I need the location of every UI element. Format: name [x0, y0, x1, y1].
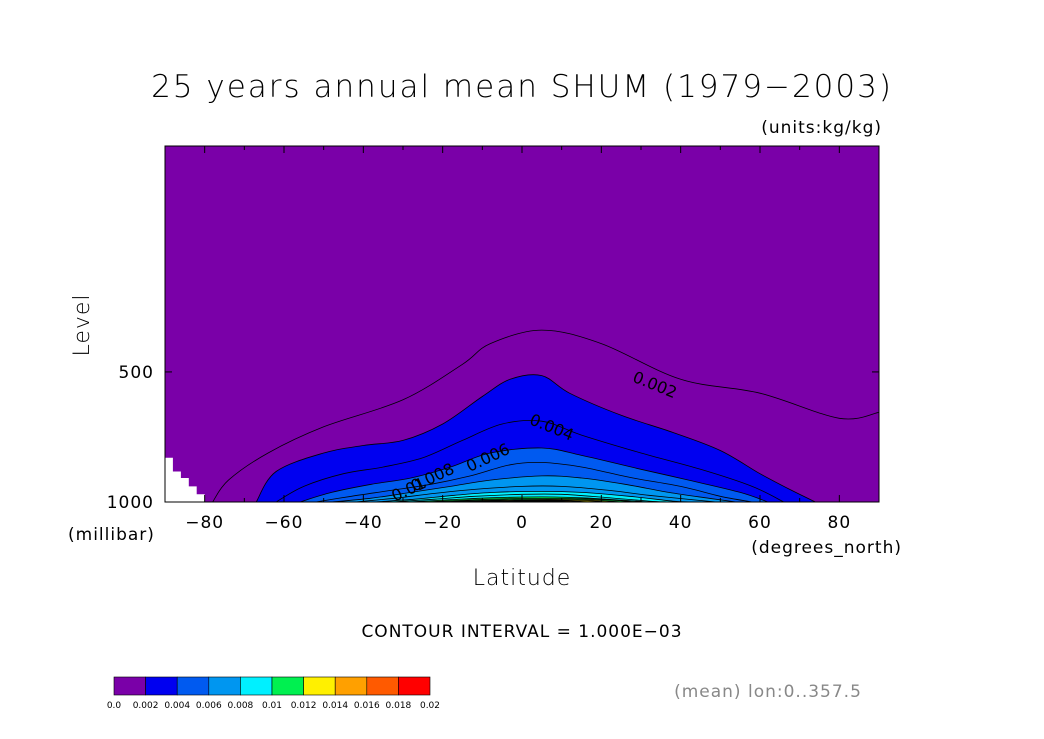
- x-unit-label: (degrees_north): [751, 538, 902, 558]
- colorbar-label: 0.018: [386, 701, 412, 711]
- colorbar-label: 0.002: [133, 701, 159, 711]
- colorbar-swatch: [271, 676, 304, 696]
- contour-line-0.008: [375, 490, 693, 502]
- x-tick-label: 20: [590, 513, 614, 533]
- y-tick-label: 500: [119, 363, 154, 383]
- colorbar-swatch: [176, 676, 210, 696]
- colorbar-label: 0.008: [228, 701, 254, 711]
- colorbar-label: 0.012: [291, 701, 317, 711]
- contour-line-0.003: [275, 419, 784, 502]
- colorbar-swatch: [240, 676, 273, 696]
- x-tick-label: −80: [185, 513, 224, 533]
- x-tick-label: −20: [423, 513, 462, 533]
- colorbar-swatch: [303, 676, 336, 696]
- contour-fill-group: [165, 146, 879, 502]
- colorbar-label: 0.004: [164, 701, 190, 711]
- contour-line-0.002: [255, 374, 816, 502]
- x-tick-label: 0: [516, 513, 528, 533]
- colorbar-swatch: [145, 676, 178, 696]
- x-tick-label: −60: [265, 513, 304, 533]
- plot-area: [164, 145, 880, 503]
- x-axis-title: Latitude: [473, 566, 572, 591]
- colorbar-swatch: [208, 676, 241, 696]
- missing-data-region: [165, 457, 205, 502]
- contour-line-0.001: [212, 329, 879, 502]
- contour-band-0.006: [331, 475, 737, 502]
- colorbar-label: 0.0: [107, 701, 122, 711]
- contour-line-0.004: [299, 447, 769, 502]
- contour-line-0.011: [422, 497, 638, 502]
- contour-line-0.005: [315, 461, 753, 502]
- units-label: (units:kg/kg): [761, 118, 882, 138]
- y-tick-label: 1000: [107, 493, 154, 513]
- contour-line-0.006: [331, 475, 737, 502]
- contour-line-0.009: [391, 493, 669, 502]
- footer-mean-lon: (mean) lon:0..357.5: [674, 682, 862, 702]
- x-tick-label: 60: [748, 513, 772, 533]
- x-axis-ticks: −80 −60 −40 −20 0 20 40 60 80: [164, 146, 880, 533]
- colorbar-swatch: [366, 676, 399, 696]
- contour-interval-label: CONTOUR INTERVAL = 1.000E−03: [361, 622, 682, 642]
- colorbar-swatch: [334, 676, 368, 696]
- colorbar-swatch: [113, 676, 146, 696]
- colorbar: 0.0 0.002 0.004 0.006 0.008 0.01 0.012 0.014 0.0…: [107, 676, 440, 711]
- contour-line-0.013: [446, 499, 610, 502]
- colorbar-label: 0.016: [354, 701, 380, 711]
- x-tick-label: 40: [669, 513, 693, 533]
- x-tick-label: −40: [344, 513, 383, 533]
- contour-band-0.002: [256, 374, 816, 502]
- x-tick-label: 80: [828, 513, 852, 533]
- y-axis-title: Level: [70, 293, 95, 356]
- colorbar-swatch: [398, 676, 431, 696]
- colorbar-label: 0.006: [196, 701, 222, 711]
- contour-band-0.004: [299, 447, 768, 502]
- colorbar-label: 0.02: [420, 701, 440, 711]
- y-unit-label: (millibar): [68, 525, 155, 545]
- contour-line-0.012: [434, 498, 622, 502]
- colorbar-label: 0.014: [322, 701, 348, 711]
- colorbar-label: 0.01: [262, 701, 282, 711]
- contour-line-0.01: [406, 496, 649, 502]
- chart-title: 25 years annual mean SHUM (1979−2003): [151, 69, 893, 105]
- y-axis-ticks: 500 1000: [107, 363, 879, 513]
- contour-line-0.007: [355, 485, 717, 502]
